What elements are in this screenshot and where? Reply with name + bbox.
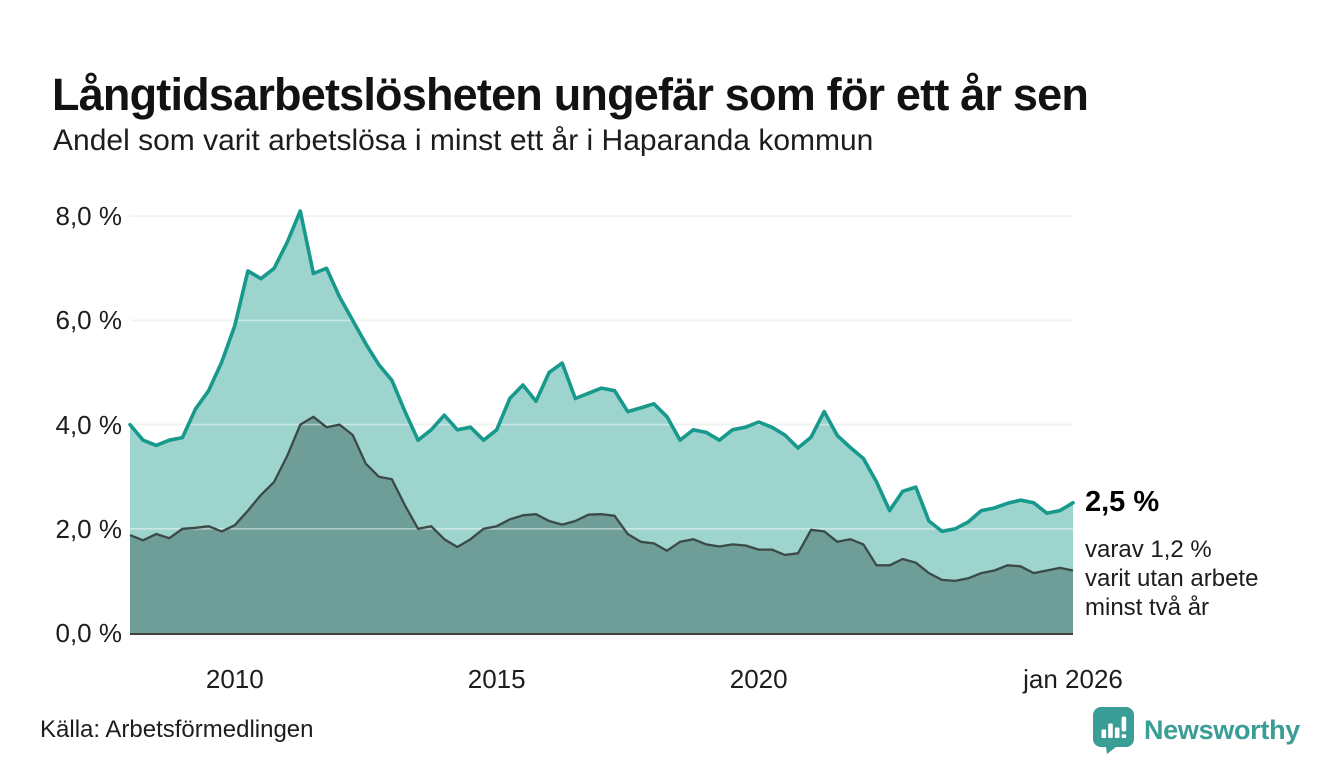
y-tick-label: 0,0 % — [55, 618, 123, 648]
y-tick-label: 6,0 % — [55, 305, 123, 336]
latest-subset-annotation: varav 1,2 % varit utan arbete minst två … — [1085, 535, 1335, 622]
page-title: Långtidsarbetslösheten ungefär som för e… — [52, 69, 1089, 121]
y-tick-label: 8,0 % — [55, 201, 123, 232]
newsworthy-logo[interactable]: Newsworthy — [1092, 706, 1300, 754]
annotation-line: minst två år — [1085, 594, 1210, 621]
x-tick-label: jan 2026 — [1023, 664, 1123, 694]
newsworthy-bubble-chart-icon — [1092, 707, 1134, 754]
area-unemployed-min-2yr — [130, 416, 1073, 633]
source-label: Källa: Arbetsförmedlingen — [40, 716, 314, 743]
y-tick-label: 4,0 % — [55, 409, 123, 440]
latest-total-value-label: 2,5 % — [1085, 486, 1160, 518]
x-tick-label: 2010 — [205, 664, 264, 694]
x-tick-label: 2015 — [467, 664, 526, 694]
annotation-line: varav 1,2 % — [1085, 536, 1212, 563]
x-tick-label: 2020 — [729, 664, 788, 694]
end-value-annotation: 2,5 % varav 1,2 % varit utan arbete mins… — [1085, 486, 1335, 622]
line-unemployed-min-1yr — [128, 209, 1075, 534]
line-unemployed-min-2yr — [129, 415, 1074, 583]
y-tick-label: 2,0 % — [55, 513, 123, 544]
newsworthy-wordmark: Newsworthy — [1143, 714, 1300, 745]
annotation-line: varit utan arbete — [1085, 565, 1259, 592]
chart-subtitle: Andel som varit arbetslösa i minst ett å… — [53, 124, 874, 157]
